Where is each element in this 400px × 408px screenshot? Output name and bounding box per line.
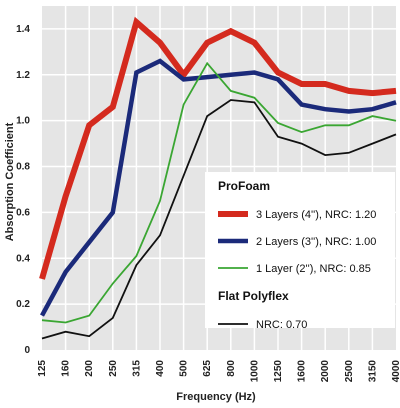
x-tick-label: 1250 xyxy=(273,360,284,383)
x-tick-label: 315 xyxy=(131,360,142,377)
legend: ProFoam 3 Layers (4''), NRC: 1.20 2 Layers… xyxy=(205,172,395,331)
legend-entry: NRC: 0.70 xyxy=(256,319,307,331)
y-tick-label: 0.8 xyxy=(16,162,30,173)
x-tick-label: 1000 xyxy=(249,360,260,383)
x-tick-label: 2000 xyxy=(320,360,331,383)
x-tick-label: 800 xyxy=(226,360,237,377)
x-tick-label: 3150 xyxy=(367,360,378,383)
x-tick-label: 500 xyxy=(179,360,190,377)
x-tick-label: 1600 xyxy=(297,360,308,383)
x-tick-label: 400 xyxy=(155,360,166,377)
legend-group-heading: ProFoam xyxy=(218,179,270,193)
series-line-4 xyxy=(41,99,397,340)
legend-entry: 1 Layer (2''), NRC: 0.85 xyxy=(256,263,371,275)
y-tick-label: 0.2 xyxy=(16,299,30,310)
x-tick-label: 125 xyxy=(37,360,48,377)
x-tick-label: 200 xyxy=(84,360,95,377)
x-axis-label: Frequency (Hz) xyxy=(176,391,256,403)
y-tick-label: 0.4 xyxy=(16,253,30,264)
legend-entry: 2 Layers (3''), NRC: 1.00 xyxy=(256,236,376,248)
y-tick-label: 0.6 xyxy=(16,207,30,218)
series-lines xyxy=(39,16,397,340)
x-tick-label: 160 xyxy=(61,360,72,377)
y-tick-labels: 0 0.2 0.4 0.6 0.8 1.0 1.2 1.4 xyxy=(16,24,30,356)
series-line-3 xyxy=(41,61,397,324)
x-tick-label: 4000 xyxy=(391,360,400,383)
legend-entry: 3 Layers (4''), NRC: 1.20 xyxy=(256,209,376,221)
y-tick-label: 1.4 xyxy=(16,24,30,35)
x-tick-label: 625 xyxy=(202,360,213,377)
series-line-1 xyxy=(39,16,397,280)
y-tick-label: 0 xyxy=(24,345,30,356)
legend-background xyxy=(205,172,395,328)
x-tick-labels: 125 160 200 250 315 400 500 625 800 1000 1250 1600 2… xyxy=(37,360,400,383)
y-tick-label: 1.2 xyxy=(16,70,30,81)
y-axis-label: Absorption Coefficient xyxy=(4,122,16,241)
legend-group-heading: Flat Polyflex xyxy=(218,289,289,303)
x-tick-label: 250 xyxy=(108,360,119,377)
x-tick-label: 2500 xyxy=(344,360,355,383)
y-tick-label: 1.0 xyxy=(16,116,30,127)
